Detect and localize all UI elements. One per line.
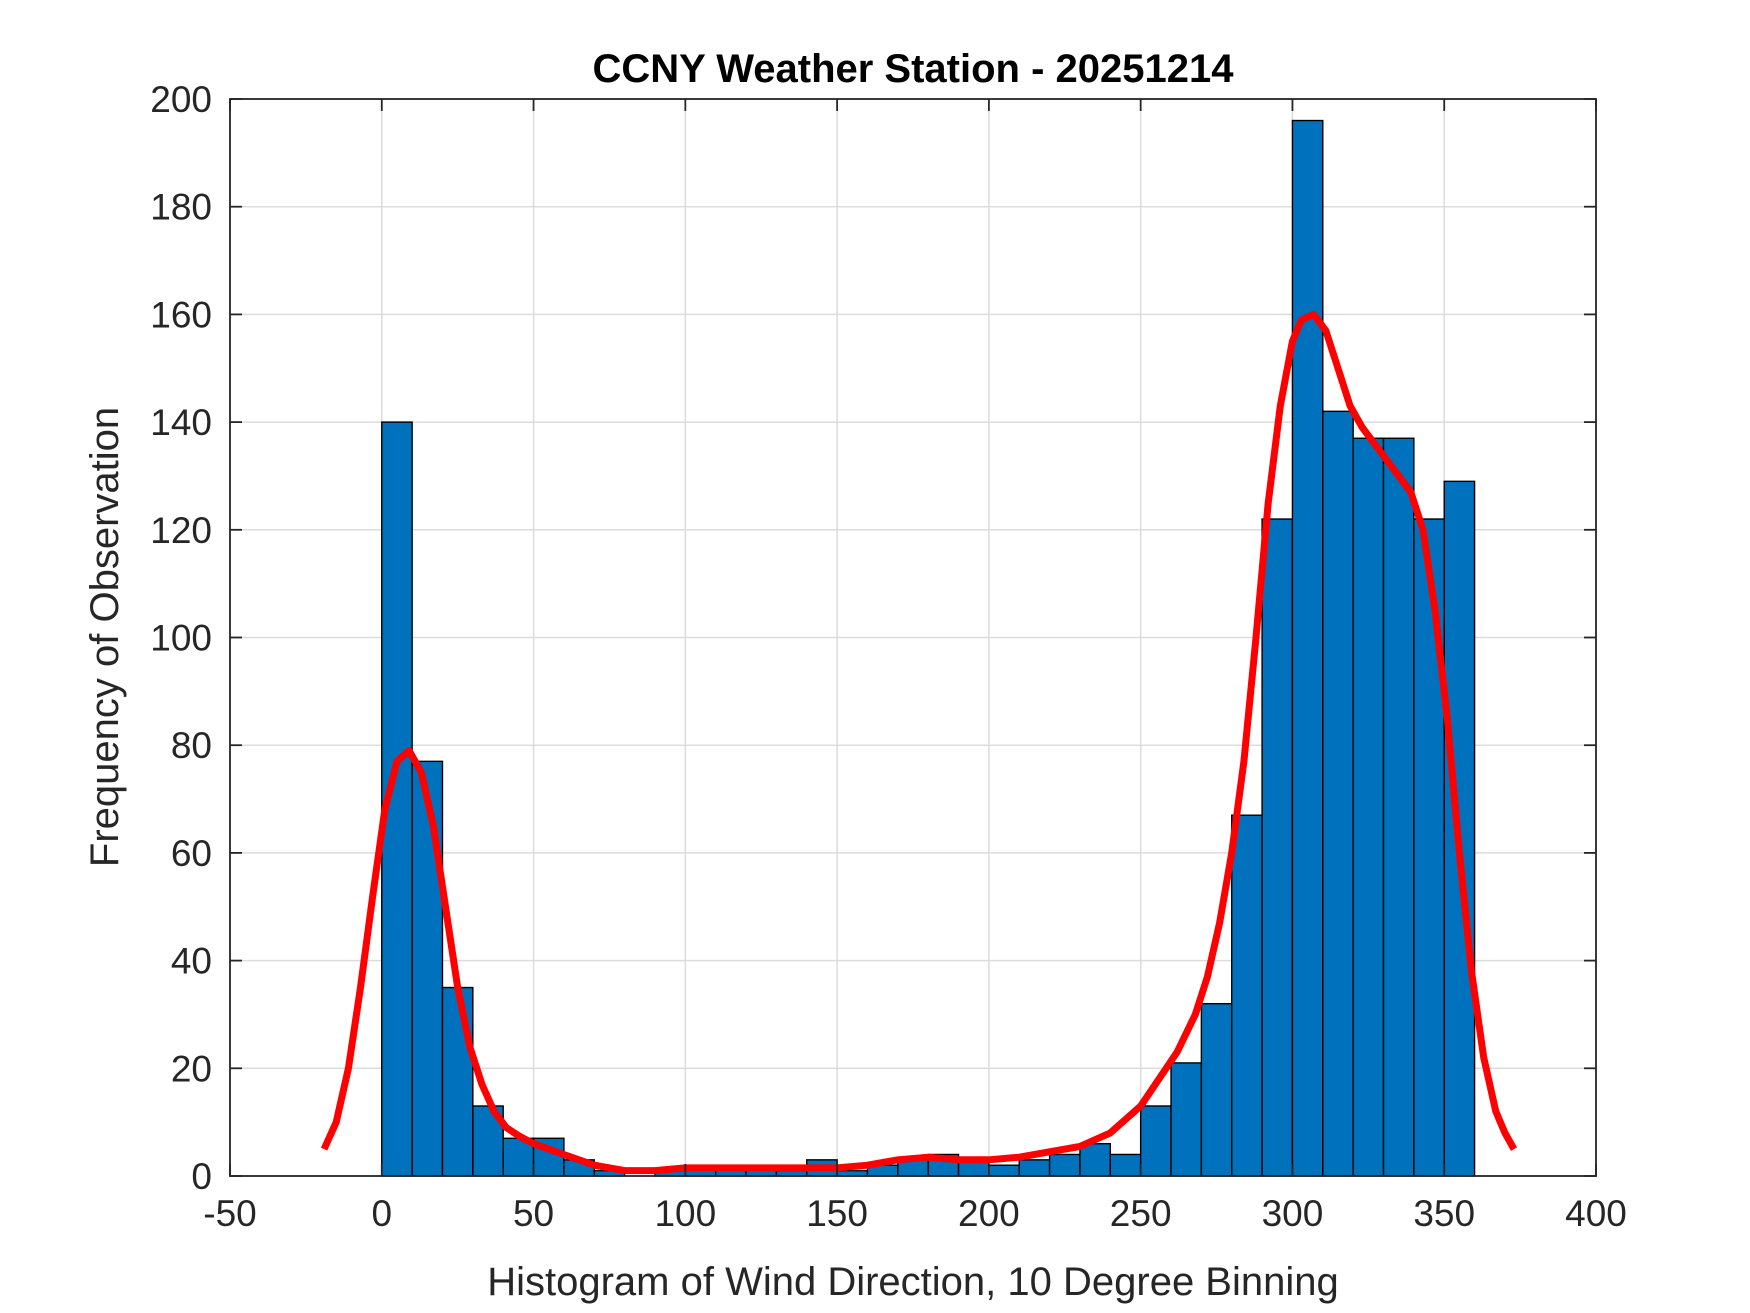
density-curve-layer	[320, 310, 1518, 1175]
histogram-bar	[1382, 437, 1415, 1177]
axes-frame	[229, 98, 1597, 1177]
x-tick-label: 150	[806, 1193, 868, 1234]
y-tick-label: 60	[171, 833, 212, 874]
x-tick-label: 0	[371, 1193, 392, 1234]
y-tick-label: 140	[150, 402, 212, 443]
histogram-bar	[1048, 1153, 1081, 1177]
y-tick-label: 180	[150, 187, 212, 228]
x-tick-label: 300	[1262, 1193, 1324, 1234]
histogram-bar	[1018, 1159, 1051, 1177]
y-tick-label: 20	[171, 1048, 212, 1089]
histogram-bar	[1109, 1153, 1142, 1177]
histogram-bar	[1291, 119, 1324, 1177]
histogram-bar	[1261, 518, 1294, 1177]
x-tick-label: 200	[958, 1193, 1020, 1234]
x-axis-label: Histogram of Wind Direction, 10 Degree B…	[487, 1260, 1339, 1304]
histogram-bar	[441, 986, 474, 1177]
y-tick-label: 0	[191, 1156, 212, 1197]
y-tick-label: 80	[171, 725, 212, 766]
x-tick-label: 400	[1565, 1193, 1627, 1234]
histogram-bar	[1170, 1062, 1203, 1177]
x-tick-label: 100	[654, 1193, 716, 1234]
density-curve	[320, 310, 1518, 1175]
histogram-bar	[1139, 1105, 1172, 1177]
histogram-bar	[988, 1164, 1020, 1177]
y-tick-label: 160	[150, 294, 212, 335]
y-tick-label: 120	[150, 510, 212, 551]
y-tick-label: 40	[171, 941, 212, 982]
histogram-bar	[411, 760, 444, 1177]
histogram-bar	[1322, 410, 1354, 1177]
histogram-bar	[1413, 518, 1445, 1177]
histogram-bar	[1200, 1002, 1233, 1177]
tick-labels: -50 0 50 100 150 200 250 300 350 4000204060801001…	[150, 79, 1627, 1234]
x-tick-label: 50	[513, 1193, 554, 1234]
histogram-bar	[1352, 437, 1385, 1177]
x-tick-label: 350	[1413, 1193, 1475, 1234]
chart-title: CCNY Weather Station - 20251214	[593, 47, 1235, 91]
histogram-bar	[1231, 814, 1263, 1177]
y-tick-label: 100	[150, 618, 212, 659]
y-axis-label: Frequency of Observation	[83, 407, 127, 867]
x-tick-label: 250	[1110, 1193, 1172, 1234]
histogram-bar	[1079, 1142, 1112, 1177]
x-tick-label: -50	[203, 1193, 256, 1234]
y-tick-label: 200	[150, 79, 212, 120]
